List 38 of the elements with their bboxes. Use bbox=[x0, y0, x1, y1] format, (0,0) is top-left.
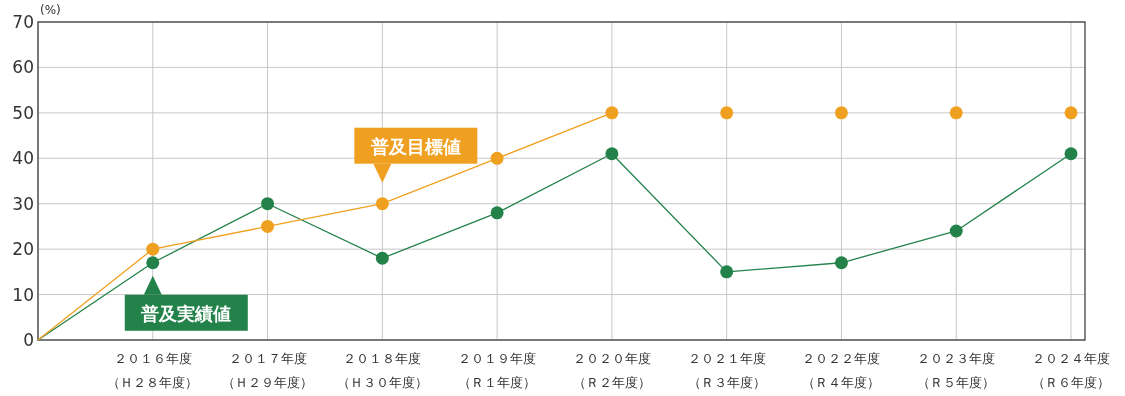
x-tick-label: ２０１９年度（Ｒ１年度） bbox=[458, 351, 537, 390]
x-tick-label: ２０２２年度（Ｒ４年度） bbox=[802, 351, 881, 390]
x-tick-label: ２０１８年度（Ｈ３０年度） bbox=[336, 351, 428, 390]
point bbox=[1064, 147, 1078, 161]
x-tick-label: ２０２１年度（Ｒ３年度） bbox=[687, 351, 766, 390]
y-tick-label: 70 bbox=[12, 12, 34, 32]
y-tick-label: 0 bbox=[23, 330, 34, 350]
x-tick-label: ２０２３年度（Ｒ５年度） bbox=[917, 351, 996, 390]
x-tick-label: ２０２０年度（Ｒ２年度） bbox=[572, 351, 651, 390]
point bbox=[261, 219, 275, 233]
legend-label: 普及実績値 bbox=[140, 302, 232, 324]
series-label: 普及目標値 bbox=[369, 135, 461, 157]
point bbox=[949, 106, 963, 120]
point bbox=[490, 151, 504, 165]
y-tick-label: 40 bbox=[12, 148, 34, 169]
y-tick-label: 50 bbox=[12, 102, 34, 123]
point bbox=[605, 106, 619, 120]
point bbox=[1064, 106, 1078, 120]
point bbox=[720, 265, 734, 279]
point bbox=[605, 147, 619, 161]
point bbox=[375, 251, 389, 265]
point bbox=[146, 256, 160, 270]
x-tick-label: ２０１６年度（Ｈ２８年度） bbox=[107, 351, 199, 390]
y-axis-title: (%) bbox=[40, 3, 61, 17]
y-tick-label: 20 bbox=[12, 239, 34, 260]
point bbox=[490, 206, 504, 220]
y-tick-label: 30 bbox=[12, 193, 34, 214]
point bbox=[949, 224, 963, 238]
y-tick-label: 60 bbox=[12, 57, 34, 78]
point bbox=[720, 106, 734, 120]
x-tick-label: ２０２４年度（Ｒ６年度） bbox=[1032, 351, 1110, 390]
point bbox=[261, 197, 275, 211]
x-tick-label: ２０１７年度（Ｈ２９年度） bbox=[222, 351, 314, 390]
point bbox=[834, 256, 848, 270]
point bbox=[834, 106, 848, 120]
y-tick-label: 10 bbox=[12, 284, 34, 305]
point bbox=[146, 242, 160, 256]
point bbox=[375, 197, 389, 211]
